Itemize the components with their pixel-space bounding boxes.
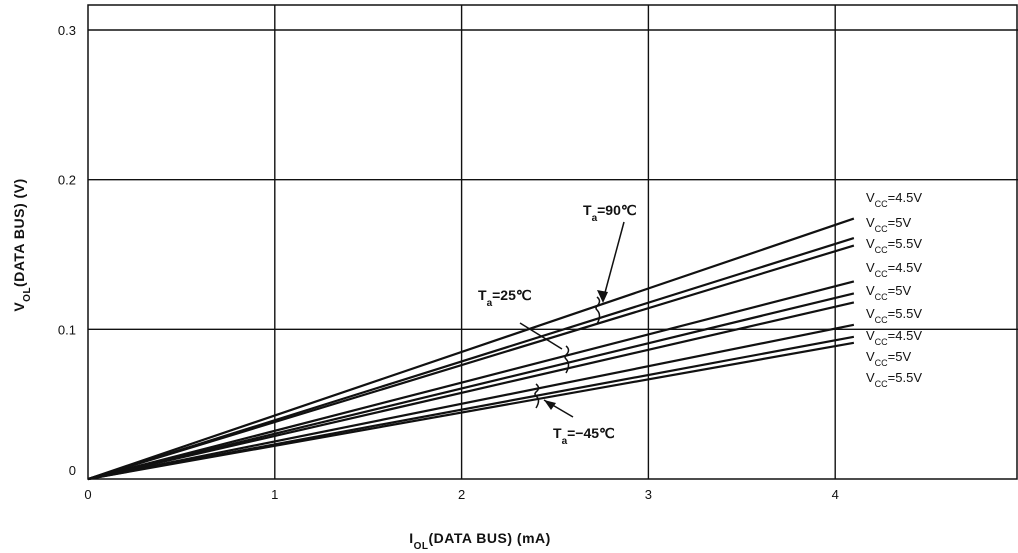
arrow-head: [544, 400, 556, 410]
leader-line: [602, 221, 625, 301]
series-label: VCC=5V: [866, 349, 911, 368]
group-brace: [595, 296, 601, 325]
grid: [87, 4, 1018, 480]
y-tick-label: 0.1: [58, 322, 76, 337]
x-tick-label: 2: [458, 487, 465, 502]
x-tick-label: 3: [645, 487, 652, 502]
y-axis-label: VOL(DATA BUS) (V): [11, 178, 33, 311]
group-brace: [534, 383, 540, 409]
series-label: VCC=4.5V: [866, 260, 922, 279]
series-line: [87, 323, 855, 481]
series-line: [87, 341, 855, 481]
temperature-annotations: Ta=90℃ Ta=25℃ Ta=−45℃: [478, 202, 637, 447]
series-line: [87, 280, 855, 481]
x-tick-labels: 0 1 2 3 4: [84, 487, 838, 502]
leader-line: [519, 322, 563, 350]
x-axis-label: IOL(DATA BUS) (mA): [409, 530, 551, 552]
y-tick-labels: 0 0.1 0.2 0.3: [58, 23, 76, 478]
series-line: [87, 292, 855, 481]
x-tick-label: 0: [84, 487, 91, 502]
x-tick-label: 1: [271, 487, 278, 502]
arrow-head: [597, 290, 608, 303]
x-tick-label: 4: [832, 487, 839, 502]
series-label: VCC=5.5V: [866, 306, 922, 325]
series-label: VCC=5.5V: [866, 370, 922, 389]
series-line: [87, 301, 855, 481]
group-brace: [564, 345, 570, 374]
y-tick-label: 0.2: [58, 173, 76, 188]
series-label: VCC=4.5V: [866, 190, 922, 209]
annotation-label: Ta=−45℃: [553, 425, 615, 447]
y-tick-label: 0.3: [58, 23, 76, 38]
series-line: [87, 244, 855, 481]
annotation-label: Ta=25℃: [478, 287, 532, 309]
series-labels: VCC=4.5V VCC=5V VCC=5.5V VCC=4.5V VCC=5V VCC=…: [866, 190, 922, 389]
series-label: VCC=5V: [866, 215, 911, 234]
series-label: VCC=5.5V: [866, 236, 922, 255]
series-line: [87, 217, 855, 481]
y-tick-label: 0: [69, 463, 76, 478]
annotation-label: Ta=90℃: [583, 202, 637, 224]
series-lines: [87, 217, 855, 481]
plot-frame: [87, 4, 1018, 480]
series-line: [87, 236, 855, 481]
series-label: VCC=4.5V: [866, 328, 922, 347]
series-label: VCC=5V: [866, 283, 911, 302]
